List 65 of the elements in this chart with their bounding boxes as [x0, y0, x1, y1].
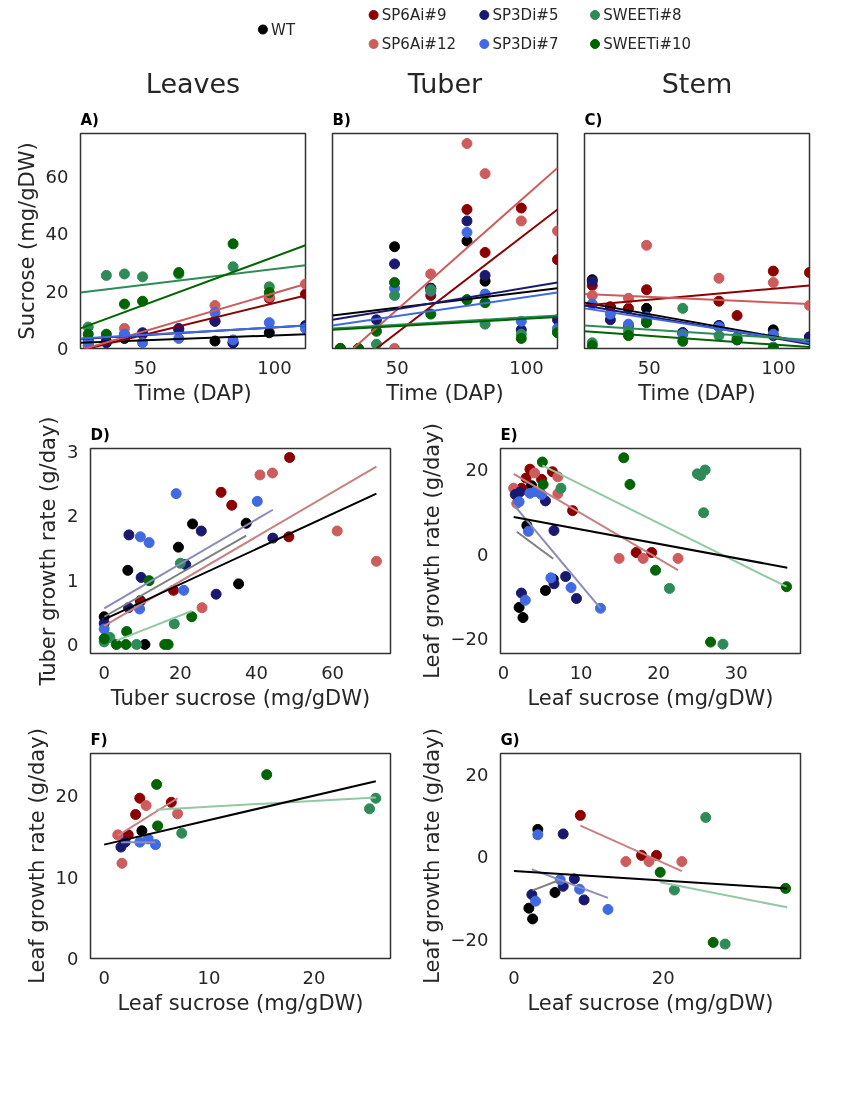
y-tick-label: 0: [477, 846, 489, 868]
x-axis-title: Tuber sucrose (mg/gDW): [109, 685, 371, 710]
y-tick-label: 10: [55, 866, 79, 888]
text: F): [90, 730, 108, 749]
text: C): [584, 110, 603, 129]
x-tick-label: 100: [257, 356, 292, 378]
text: D): [90, 425, 110, 444]
y-tick-label: −20: [450, 628, 489, 650]
text: G): [500, 730, 520, 749]
x-tick-label: 100: [509, 356, 544, 378]
text: E): [500, 425, 518, 444]
y-tick-label: 20: [465, 459, 489, 481]
legend-label: WT: [271, 20, 296, 39]
y-tick-label: 40: [45, 223, 69, 245]
y-axis-title: Leaf growth rate (g/day): [24, 728, 49, 984]
x-tick-label: 100: [761, 356, 796, 378]
y-tick-label: 2: [67, 505, 79, 527]
y-tick-label: 0: [477, 543, 489, 565]
y-tick-label: 0: [67, 633, 79, 655]
y-tick-label: 20: [45, 280, 69, 302]
y-axis-title: Tuber growth rate (g/day): [36, 416, 61, 687]
x-axis-title: Time (DAP): [637, 380, 756, 405]
x-tick-label: 20: [647, 661, 671, 683]
legend-label: SP6Ai#9: [381, 6, 447, 24]
legend-label: SP3Di#5: [492, 6, 559, 24]
x-tick-label: 50: [385, 356, 409, 378]
legend-label: SWEETi#8: [603, 6, 682, 24]
y-tick-label: 0: [57, 338, 69, 359]
y-axis-title: Sucrose (mg/gDW): [14, 142, 39, 340]
x-tick-label: 60: [321, 661, 345, 683]
x-tick-label: 50: [637, 356, 661, 378]
y-tick-label: 3: [67, 440, 79, 462]
x-tick-label: 10: [569, 661, 593, 683]
x-tick-label: 30: [724, 661, 748, 683]
chart-title: Stem: [661, 67, 733, 99]
x-axis-title: Time (DAP): [385, 380, 504, 405]
y-tick-label: 60: [45, 166, 69, 187]
y-axis-title: Leaf growth rate (g/day): [419, 728, 444, 984]
y-tick-label: −20: [450, 928, 489, 950]
x-tick-label: 0: [98, 966, 110, 988]
x-axis-title: Leaf sucrose (mg/gDW): [527, 990, 774, 1015]
x-tick-label: 0: [497, 661, 510, 683]
x-tick-label: 20: [168, 661, 192, 683]
text: B): [332, 110, 351, 129]
legend-label: SP3Di#7: [492, 35, 559, 53]
x-tick-label: 20: [651, 966, 675, 988]
chart-title: Leaves: [145, 67, 241, 99]
x-tick-label: 40: [245, 661, 268, 683]
y-tick-label: 1: [67, 569, 79, 591]
y-tick-label: 0: [67, 948, 79, 969]
y-tick-label: 20: [55, 785, 79, 807]
chart-title: Tuber: [406, 67, 484, 99]
x-tick-label: 20: [302, 966, 326, 988]
x-tick-label: 50: [133, 356, 157, 378]
x-tick-label: 0: [508, 966, 520, 988]
x-tick-label: 0: [98, 661, 110, 683]
y-tick-label: 20: [465, 763, 489, 785]
text: A): [80, 110, 99, 129]
x-axis-title: Time (DAP): [133, 380, 252, 405]
x-axis-title: Leaf sucrose (mg/gDW): [117, 990, 364, 1015]
legend-label: SWEETi#10: [603, 35, 692, 53]
legend-label: SP6Ai#12: [381, 35, 456, 53]
y-axis-title: Leaf growth rate (g/day): [419, 423, 444, 679]
x-tick-label: 10: [197, 966, 221, 988]
x-axis-title: Leaf sucrose (mg/gDW): [527, 685, 774, 710]
